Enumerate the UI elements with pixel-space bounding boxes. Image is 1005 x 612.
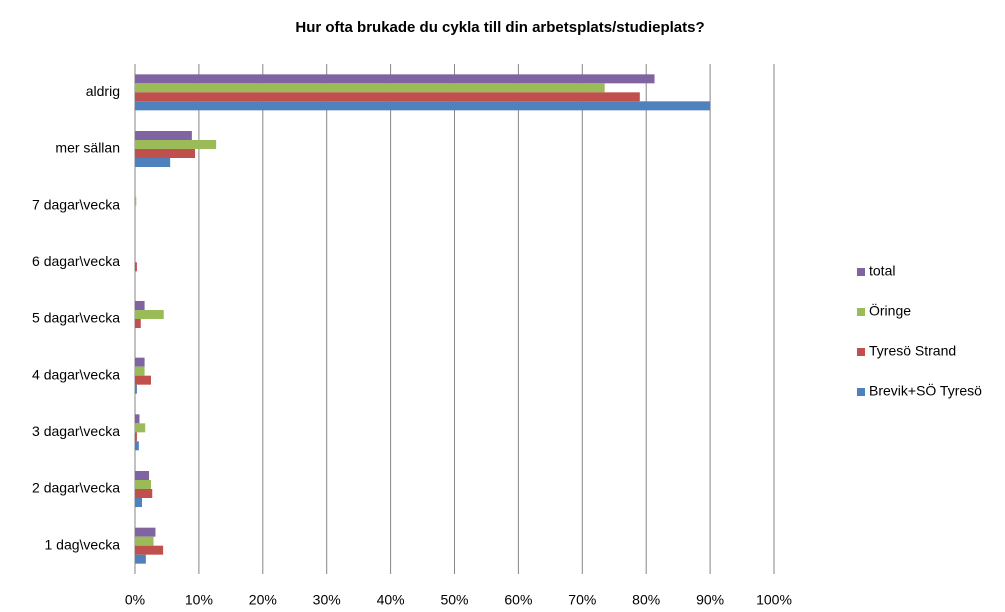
x-tick-label: 90% (696, 592, 724, 607)
bar (135, 140, 217, 149)
bar (135, 149, 196, 158)
bar (135, 301, 145, 310)
legend-label: total (869, 263, 895, 279)
bar (135, 357, 145, 367)
legend-label: Öringe (869, 302, 911, 319)
bar (135, 319, 141, 328)
x-tick-label: 50% (440, 592, 468, 607)
x-tick-label: 0% (125, 592, 145, 607)
bar (135, 498, 143, 507)
bar (135, 101, 711, 111)
bar (135, 527, 156, 537)
bar (135, 545, 164, 555)
bar (135, 384, 137, 394)
legend-swatch (857, 268, 865, 276)
x-tick-label: 10% (185, 592, 213, 607)
legend-label: Tyresö Strand (869, 343, 956, 359)
y-tick-label: 4 dagar\vecka (32, 366, 120, 382)
bar (135, 554, 146, 564)
x-tick-label: 40% (377, 592, 405, 607)
legend-swatch (857, 388, 865, 396)
bar (135, 262, 137, 272)
x-tick-label: 30% (313, 592, 341, 607)
bar (135, 489, 153, 498)
y-tick-label: 3 dagar\vecka (32, 423, 120, 439)
y-tick-label: 2 dagar\vecka (32, 480, 120, 496)
x-tick-label: 70% (568, 592, 596, 607)
x-tick-label: 60% (504, 592, 532, 607)
bar (135, 423, 146, 433)
bar (135, 414, 140, 424)
y-tick-label: 1 dag\vecka (45, 536, 121, 552)
y-tick-label: 5 dagar\vecka (32, 310, 120, 326)
bar (135, 131, 192, 140)
chart-title: Hur ofta brukade du cykla till din arbet… (295, 19, 704, 36)
legend-swatch (857, 348, 865, 356)
bar (135, 158, 171, 167)
bar (135, 92, 640, 102)
bar (135, 480, 151, 489)
bar (135, 74, 655, 84)
x-tick-label: 80% (632, 592, 660, 607)
y-tick-label: aldrig (86, 83, 120, 99)
x-tick-label: 20% (249, 592, 277, 607)
x-tick-label: 100% (756, 592, 792, 607)
bar (135, 471, 150, 480)
y-tick-label: 7 dagar\vecka (32, 196, 120, 212)
bar (135, 375, 151, 385)
bar (135, 83, 605, 93)
y-tick-label: 6 dagar\vecka (32, 253, 120, 269)
y-tick-label: mer sällan (55, 140, 120, 156)
bar (135, 196, 137, 206)
legend-label: Brevik+SÖ Tyresö (869, 382, 982, 399)
bar (135, 441, 139, 451)
bar (135, 536, 154, 546)
bar (135, 432, 137, 442)
bar (135, 310, 164, 319)
bar (135, 366, 145, 376)
legend-swatch (857, 308, 865, 316)
